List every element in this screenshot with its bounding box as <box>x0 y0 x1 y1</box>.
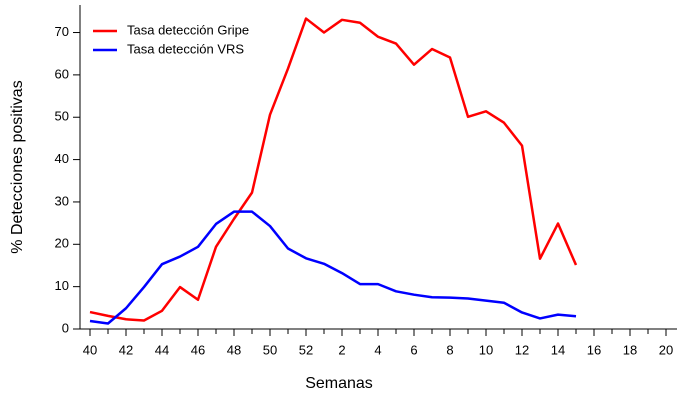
x-tick-label: 8 <box>446 342 453 357</box>
y-tick-label: 0 <box>62 320 69 335</box>
legend-label: Tasa detección Gripe <box>127 22 249 37</box>
series-line <box>89 17 578 322</box>
series-line <box>89 210 577 325</box>
x-tick-label: 46 <box>191 342 205 357</box>
x-tick-label: 12 <box>515 342 529 357</box>
x-tick-label: 2 <box>338 342 345 357</box>
x-tick-label: 44 <box>155 342 169 357</box>
x-tick-label: 52 <box>299 342 313 357</box>
y-tick-label: 20 <box>55 236 69 251</box>
y-axis-label: % Detecciones positivas <box>9 80 26 253</box>
legend-label: Tasa detección VRS <box>127 41 244 56</box>
y-tick-label: 60 <box>55 66 69 81</box>
x-tick-label: 50 <box>263 342 277 357</box>
x-tick-label: 14 <box>551 342 565 357</box>
x-tick-label: 40 <box>83 342 97 357</box>
x-tick-label: 48 <box>227 342 241 357</box>
x-tick-label: 18 <box>623 342 637 357</box>
x-axis-label: Semanas <box>305 375 373 392</box>
y-tick-label: 10 <box>55 278 69 293</box>
x-tick-label: 4 <box>374 342 381 357</box>
x-tick-label: 16 <box>587 342 601 357</box>
y-tick-label: 40 <box>55 151 69 166</box>
x-tick-label: 20 <box>659 342 673 357</box>
y-tick-label: 30 <box>55 193 69 208</box>
y-tick-label: 50 <box>55 109 69 124</box>
x-tick-label: 10 <box>479 342 493 357</box>
x-tick-label: 6 <box>410 342 417 357</box>
x-tick-label: 42 <box>119 342 133 357</box>
y-tick-label: 70 <box>55 24 69 39</box>
